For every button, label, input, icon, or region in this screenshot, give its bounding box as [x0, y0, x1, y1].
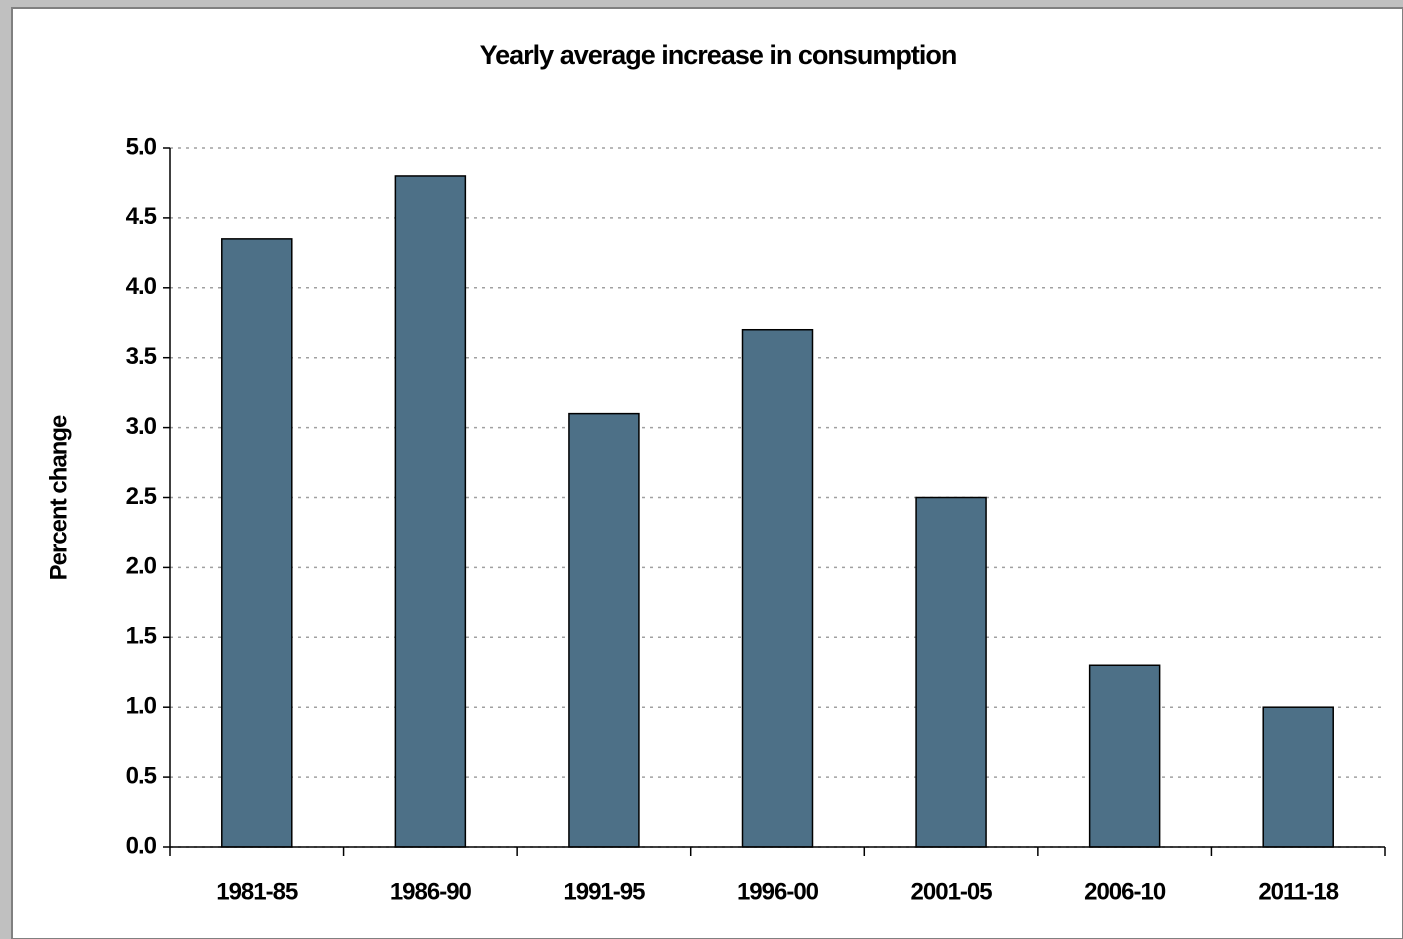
- bar: [1088, 664, 1161, 848]
- bar: [568, 412, 640, 848]
- x-tick-label: 1986-90: [390, 878, 472, 905]
- bar: [221, 238, 293, 848]
- bar: [1262, 706, 1334, 848]
- bar: [741, 328, 814, 848]
- y-tick-label: 4.0: [126, 273, 157, 300]
- x-tick-label: 2006-10: [1084, 878, 1166, 905]
- y-axis-label: Percent change: [45, 415, 72, 580]
- y-tick-label: 0.5: [126, 762, 157, 789]
- y-tick-label: 4.5: [126, 203, 157, 230]
- bar: [394, 175, 467, 848]
- x-tick-label: 2001-05: [911, 878, 993, 905]
- x-tick-label: 1991-95: [563, 878, 645, 905]
- y-tick-label: 3.5: [126, 343, 157, 370]
- y-tick-label: 1.5: [126, 623, 157, 650]
- x-tick-label: 2011-18: [1258, 878, 1338, 905]
- y-tick-label: 0.0: [126, 832, 157, 859]
- y-tick-label: 2.0: [126, 553, 157, 580]
- x-tick-label: 1996-00: [737, 878, 819, 905]
- y-tick-label: 2.5: [126, 483, 157, 510]
- y-tick-label: 3.0: [126, 413, 157, 440]
- y-tick-label: 1.0: [126, 693, 157, 720]
- bar: [915, 496, 987, 848]
- x-tick-label: 1981-85: [216, 878, 298, 905]
- chart-title: Yearly average increase in consumption: [480, 40, 957, 70]
- y-tick-label: 5.0: [126, 133, 157, 160]
